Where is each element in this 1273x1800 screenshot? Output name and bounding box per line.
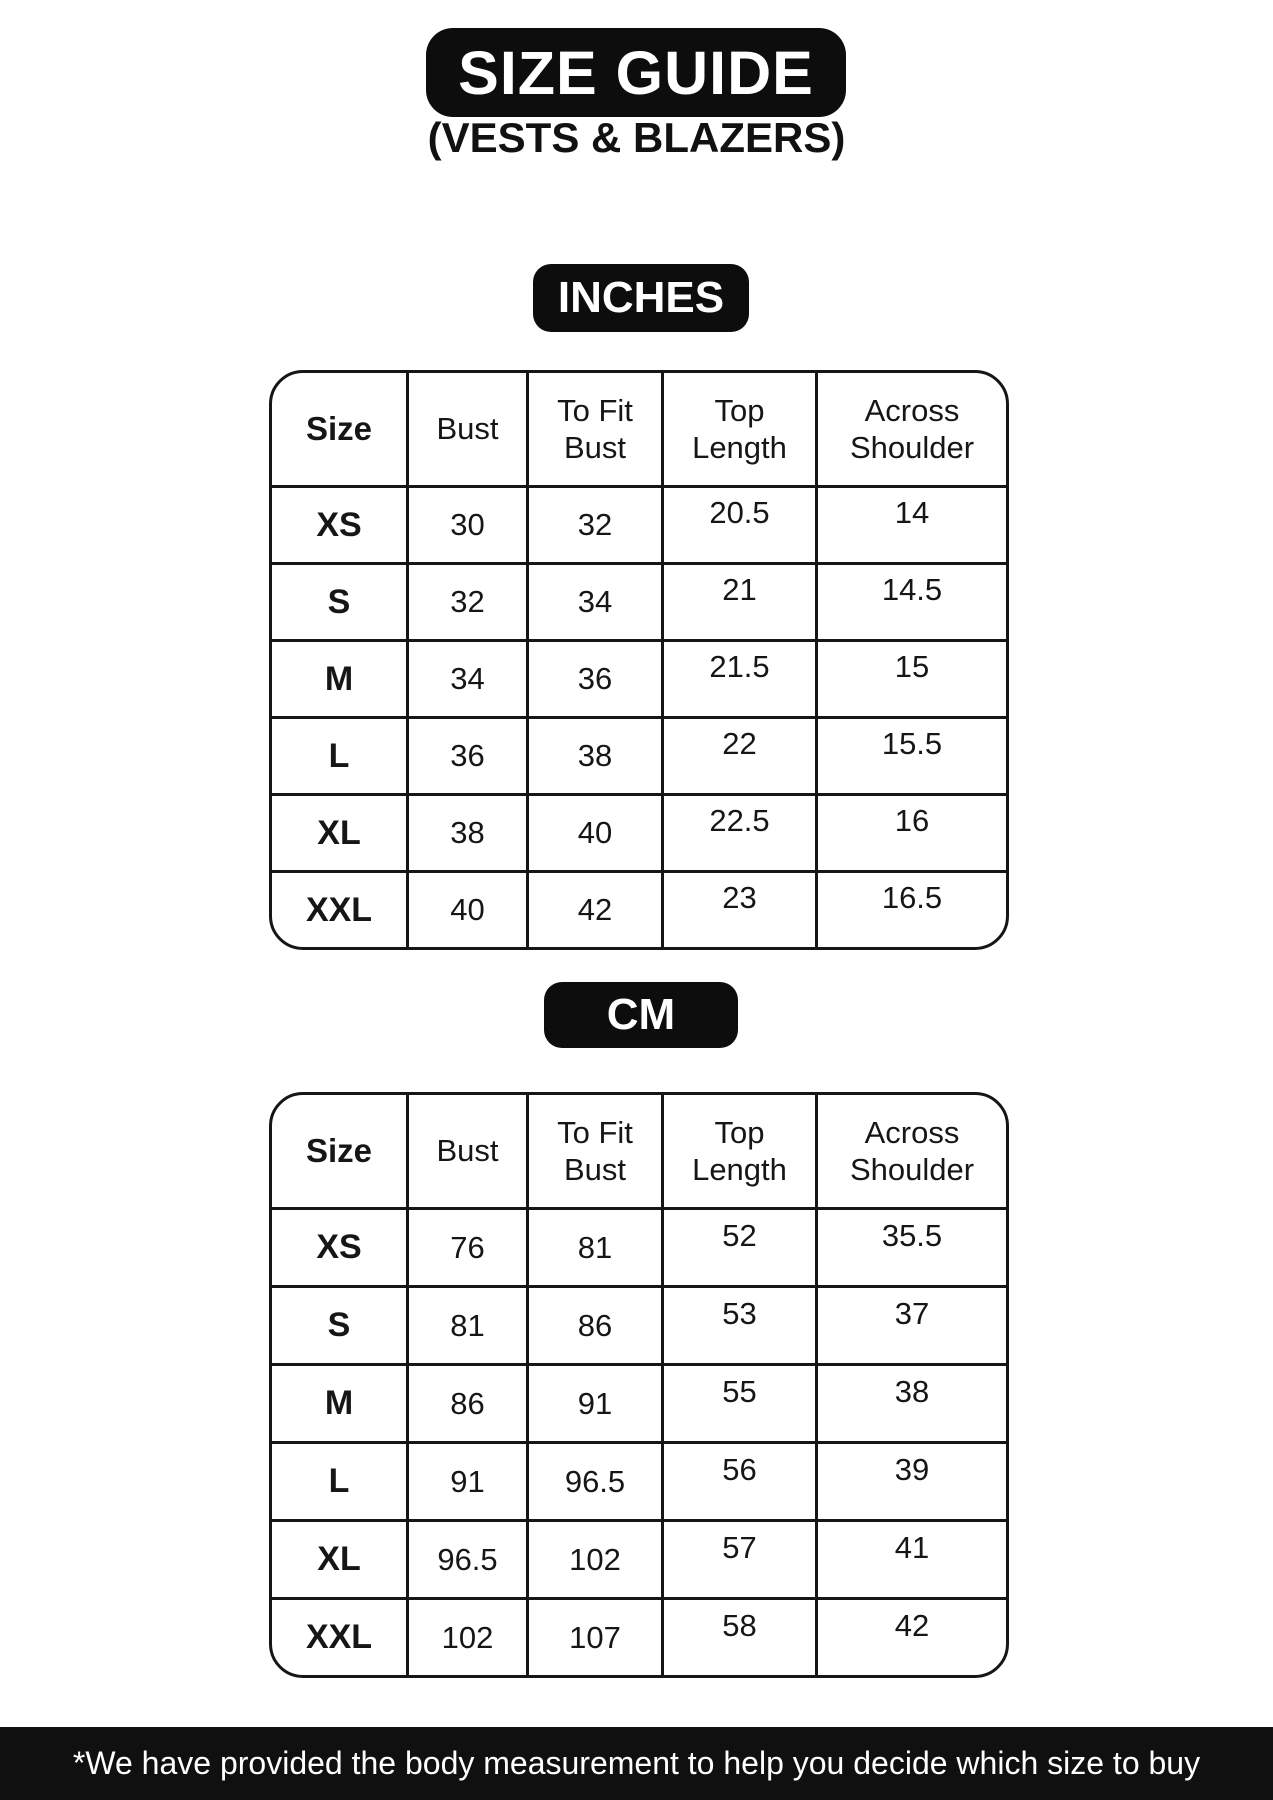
size-table-inches: Size Bust To Fit Bust Top Length Across Shoulde… xyxy=(269,370,1009,950)
measurement-cell: 35.5 xyxy=(818,1207,1006,1285)
measurement-cell: 102 xyxy=(529,1519,664,1597)
measurement-cell: 42 xyxy=(818,1597,1006,1675)
measurement-cell: 38 xyxy=(409,793,529,870)
measurement-cell: 38 xyxy=(818,1363,1006,1441)
size-label-cell: XXL xyxy=(272,870,409,947)
measurement-cell: 96.5 xyxy=(409,1519,529,1597)
column-header: Across Shoulder xyxy=(849,1114,975,1187)
measurement-cell: 15.5 xyxy=(818,716,1006,793)
measurement-cell: 38 xyxy=(529,716,664,793)
column-header: Top Length xyxy=(664,1095,818,1207)
measurement-cell: 36 xyxy=(409,716,529,793)
measurement-cell: 14 xyxy=(818,485,1006,562)
measurement-cell: 21.5 xyxy=(664,639,818,716)
measurement-cell: 14.5 xyxy=(818,562,1006,639)
measurement-cell: 76 xyxy=(409,1207,529,1285)
size-column-header: Size xyxy=(272,373,409,485)
measurement-cell: 36 xyxy=(529,639,664,716)
measurement-cell: 37 xyxy=(818,1285,1006,1363)
footer-note: *We have provided the body measurement t… xyxy=(72,1745,1201,1781)
measurement-cell: 23 xyxy=(664,870,818,947)
size-label-cell: S xyxy=(272,562,409,639)
size-label-cell: XS xyxy=(272,1207,409,1285)
cm-unit-badge: CM xyxy=(544,982,738,1048)
measurement-cell: 32 xyxy=(529,485,664,562)
column-header: Bust xyxy=(409,373,529,485)
size-table-cm: Size Bust To Fit Bust Top Length Across Shoulde… xyxy=(269,1092,1009,1678)
column-header: To Fit Bust xyxy=(529,373,664,485)
measurement-cell: 22.5 xyxy=(664,793,818,870)
column-header: Bust xyxy=(409,1095,529,1207)
measurement-cell: 56 xyxy=(664,1441,818,1519)
size-label-cell: XS xyxy=(272,485,409,562)
size-label-cell: S xyxy=(272,1285,409,1363)
measurement-cell: 107 xyxy=(529,1597,664,1675)
measurement-cell: 16 xyxy=(818,793,1006,870)
measurement-cell: 42 xyxy=(529,870,664,947)
size-label-cell: M xyxy=(272,639,409,716)
measurement-cell: 81 xyxy=(409,1285,529,1363)
measurement-cell: 91 xyxy=(409,1441,529,1519)
measurement-cell: 102 xyxy=(409,1597,529,1675)
measurement-cell: 32 xyxy=(409,562,529,639)
footer-note-bar: *We have provided the body measurement t… xyxy=(0,1727,1273,1800)
size-label-cell: XL xyxy=(272,793,409,870)
measurement-cell: 58 xyxy=(664,1597,818,1675)
measurement-cell: 86 xyxy=(529,1285,664,1363)
measurement-cell: 55 xyxy=(664,1363,818,1441)
measurement-cell: 86 xyxy=(409,1363,529,1441)
measurement-cell: 52 xyxy=(664,1207,818,1285)
size-label-cell: L xyxy=(272,716,409,793)
measurement-cell: 40 xyxy=(409,870,529,947)
measurement-cell: 39 xyxy=(818,1441,1006,1519)
measurement-cell: 20.5 xyxy=(664,485,818,562)
size-label-cell: L xyxy=(272,1441,409,1519)
inches-unit-badge: INCHES xyxy=(533,264,749,332)
column-header: Top Length xyxy=(664,373,818,485)
measurement-cell: 96.5 xyxy=(529,1441,664,1519)
measurement-cell: 21 xyxy=(664,562,818,639)
page-subtitle: (VESTS & BLAZERS) xyxy=(427,114,846,161)
measurement-cell: 40 xyxy=(529,793,664,870)
size-label-cell: M xyxy=(272,1363,409,1441)
page-title: SIZE GUIDE xyxy=(458,38,814,107)
column-header: Across Shoulder xyxy=(849,392,975,465)
measurement-cell: 30 xyxy=(409,485,529,562)
measurement-cell: 41 xyxy=(818,1519,1006,1597)
measurement-cell: 22 xyxy=(664,716,818,793)
measurement-cell: 91 xyxy=(529,1363,664,1441)
measurement-cell: 34 xyxy=(409,639,529,716)
measurement-cell: 53 xyxy=(664,1285,818,1363)
size-label-cell: XL xyxy=(272,1519,409,1597)
cm-unit-label: CM xyxy=(606,990,676,1039)
measurement-cell: 15 xyxy=(818,639,1006,716)
column-header: To Fit Bust xyxy=(529,1095,664,1207)
measurement-cell: 81 xyxy=(529,1207,664,1285)
size-column-header: Size xyxy=(272,1095,409,1207)
measurement-cell: 34 xyxy=(529,562,664,639)
size-label-cell: XXL xyxy=(272,1597,409,1675)
title-badge: SIZE GUIDE xyxy=(426,28,846,117)
inches-unit-label: INCHES xyxy=(557,273,725,322)
measurement-cell: 57 xyxy=(664,1519,818,1597)
measurement-cell: 16.5 xyxy=(818,870,1006,947)
